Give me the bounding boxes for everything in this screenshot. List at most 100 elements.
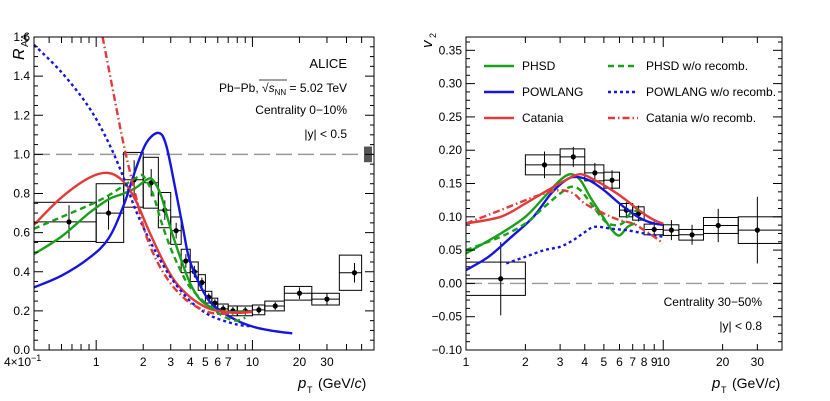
v2-data-point (498, 276, 504, 282)
v2-curve-phsd-w-o-recomb- (466, 185, 640, 252)
v2-ytick-label: 0.10 (439, 210, 463, 224)
v2-xtick-label: 20 (716, 355, 730, 369)
v2-data-point (592, 170, 598, 176)
v2-ytick-label: 0.15 (439, 177, 463, 191)
raa-xtick-label: 1 (93, 355, 100, 369)
raa-xtick-label: 4×10−1 (4, 353, 41, 369)
v2-curve-phsd (466, 172, 636, 255)
v2-xtick-label: 5 (601, 355, 608, 369)
raa-xlabel-main: p (297, 375, 306, 392)
v2-data-point (570, 154, 576, 160)
v2-xlabel-sub: T (721, 385, 727, 395)
v2-ylabel-sub: 2 (428, 33, 438, 38)
v2-xtick-label: 3 (557, 355, 564, 369)
raa-curve-phsd (34, 177, 246, 314)
v2-xlabel-unit: (GeV/c) (732, 375, 780, 391)
v2-data-point (651, 226, 657, 233)
v2-xtick-label: 4 (581, 355, 588, 369)
v2-plot-frame (465, 36, 783, 351)
raa-panel: 0.0 0.2 0.4 0.6 0.8 1.0 1.2 1.4 1.6 4×10−1 1 2 3 4 5 6 7… (4, 30, 375, 395)
v2-xtick-label: 7 (629, 355, 636, 369)
raa-data-point (324, 296, 330, 302)
raa-ytick-label: 0.4 (13, 265, 30, 279)
raa-xtick-label: 10 (246, 355, 260, 369)
v2-data-point (668, 227, 675, 233)
raa-ytick-label: 1.0 (13, 147, 30, 161)
raa-ytick-label: 1.6 (13, 30, 30, 44)
rapidity-label-right: |y| < 0.8 (719, 319, 762, 333)
raa-xtick-label: 7 (225, 355, 232, 369)
raa-data-point (66, 219, 72, 225)
v2-xtick-label: 1 (463, 355, 470, 369)
raa-ytick-label: 0.0 (13, 343, 30, 357)
raa-data-point (105, 210, 112, 216)
experiment-label: ALICE (309, 56, 347, 71)
raa-ytick-label: 0.2 (13, 304, 30, 318)
raa-xtick-label: 5 (202, 355, 209, 369)
legend-label: PHSD (522, 59, 556, 73)
v2-curve-catania-w-o-recomb- (466, 188, 664, 245)
v2-data-point (715, 222, 721, 229)
raa-data-point (173, 228, 179, 234)
legend-label: Catania w/o recomb. (646, 111, 756, 125)
legend-label: POWLANG w/o recomb. (646, 85, 776, 99)
v2-xtick-label: 30 (751, 355, 765, 369)
v2-xtick-label: 6 (616, 355, 623, 369)
v2-data-point (541, 162, 548, 168)
v2-data-point (689, 232, 695, 238)
v2-ytick-label: 0.30 (439, 77, 463, 91)
raa-xtick-label: 30 (320, 355, 334, 369)
raa-data-point (148, 180, 154, 186)
v2-data-point (754, 227, 760, 233)
raa-xtick-label: 2 (140, 355, 147, 369)
raa-data-point (183, 258, 189, 264)
v2-curve-powlang (466, 175, 664, 272)
v2-xtick-label: 9 (651, 355, 658, 369)
raa-data-point (296, 290, 303, 296)
v2-xtick-label: 10 (657, 355, 671, 369)
v2-curve-powlang-w-o-recomb- (505, 225, 664, 265)
raa-xtick-label: 3 (167, 355, 174, 369)
raa-data-point (351, 270, 358, 276)
v2-ytick-label: 0.35 (439, 43, 463, 57)
legend-label: PHSD w/o recomb. (646, 59, 748, 73)
raa-ylabel-main: R (11, 48, 28, 60)
centrality-label-right: Centrality 30−50% (664, 295, 763, 309)
v2-curve-catania (466, 172, 664, 225)
v2-ytick-label: 0.25 (439, 110, 463, 124)
raa-ytick-label: 1.2 (13, 108, 30, 122)
collision-system-label: Pb−Pb, √sNN = 5.02 TeV (219, 81, 347, 97)
v2-xtick-label: 2 (522, 355, 529, 369)
raa-plot-frame (33, 36, 375, 351)
raa-ytick-label: 1.4 (13, 69, 30, 83)
v2-ytick-label: −0.05 (432, 310, 463, 324)
v2-xtick-label: 8 (641, 355, 648, 369)
raa-data-point (256, 307, 262, 313)
raa-curve-catania-w-o-recomb- (101, 37, 253, 316)
raa-ylabel-sub: AA (20, 33, 31, 47)
raa-data-point (272, 303, 278, 309)
raa-curve-catania (34, 171, 253, 315)
legend-label: POWLANG (522, 85, 583, 99)
v2-ytick-label: 0.05 (439, 243, 463, 257)
v2-ytick-label: 0.20 (439, 143, 463, 157)
rapidity-label-left: |y| < 0.5 (304, 127, 347, 141)
raa-xlabel-sub: T (307, 385, 313, 395)
raa-curve-powlang-w-o-recomb- (34, 43, 253, 328)
raa-curve-phsd-w-o-recomb- (34, 173, 246, 322)
legend-label: Catania (522, 111, 564, 125)
v2-ylabel-main: v (419, 39, 436, 48)
raa-curve-powlang (34, 131, 293, 335)
v2-xlabel-main: p (711, 375, 720, 392)
v2-panel: −0.10 −0.05 0.00 0.05 0.10 0.15 0.20 0.25 0.30 0.… (419, 33, 783, 395)
raa-xtick-label: 20 (293, 355, 307, 369)
v2-ytick-label: 0.00 (439, 276, 463, 290)
raa-ytick-label: 0.6 (13, 226, 30, 240)
raa-ytick-label: 0.8 (13, 187, 30, 201)
raa-data-point (199, 279, 205, 286)
v2-data-point (609, 177, 615, 183)
centrality-label-left: Centrality 0−10% (255, 103, 347, 117)
raa-xtick-label: 4 (187, 355, 194, 369)
v2-ytick-label: −0.10 (432, 343, 463, 357)
